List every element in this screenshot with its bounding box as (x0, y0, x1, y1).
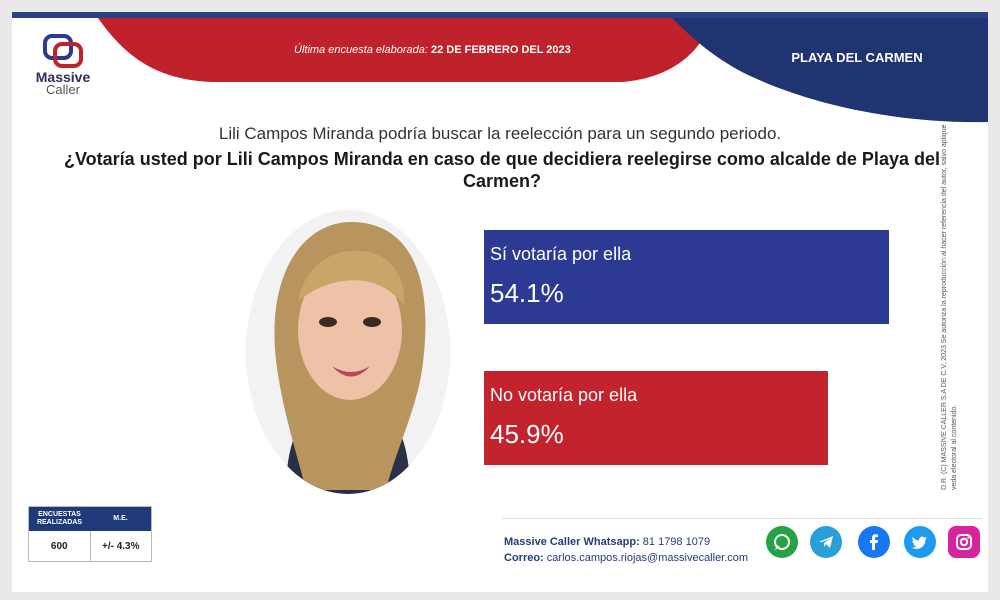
instagram-icon[interactable] (948, 526, 980, 558)
email-label: Correo: (504, 552, 544, 564)
email-line: Correo: carlos.campos.riojas@massivecall… (504, 550, 748, 566)
bar-si-value: 54.1% (490, 278, 564, 308)
stats-value-row: 600 +/- 4.3% (29, 531, 151, 561)
logo-text: Massive (35, 69, 91, 85)
top-strip (12, 12, 988, 18)
location-title: PLAYA DEL CARMEN (791, 50, 923, 65)
stats-surveys-value: 600 (29, 531, 91, 561)
contact-info: Massive Caller Whatsapp: 81 1798 1079 Co… (504, 534, 748, 566)
logo-subtext: Caller (46, 82, 80, 97)
portrait-image (246, 210, 450, 494)
stats-header-surveys: ENCUESTAS REALIZADAS (36, 511, 83, 526)
bar-no-value: 45.9% (490, 419, 564, 449)
email-address[interactable]: carlos.campos.riojas@massivecaller.com (546, 552, 749, 564)
bar-no-label: No votaría por ella (490, 385, 638, 405)
bar-si-votaria: Sí votaría por ella 54.1% (484, 230, 889, 324)
header-banner (98, 18, 988, 123)
question-intro: Lili Campos Miranda podría buscar la ree… (218, 124, 782, 143)
poll-slide: Massive Caller Última encuesta elaborada… (12, 12, 988, 592)
bar-no-votaria: No votaría por ella 45.9% (484, 371, 828, 465)
twitter-icon[interactable] (904, 526, 936, 558)
stats-margin-value: +/- 4.3% (101, 540, 140, 552)
copyright-note: D.R. (C) MASSIVE CALLER S.A DE C.V, 2023… (941, 124, 958, 490)
whatsapp-number[interactable]: 81 1798 1079 (642, 536, 711, 548)
survey-stats-table: ENCUESTAS REALIZADAS M.E. 600 +/- 4.3% (28, 506, 152, 562)
whatsapp-label: Massive Caller Whatsapp: (504, 536, 640, 548)
bar-si-label: Sí votaría por ella (490, 244, 632, 264)
whatsapp-icon[interactable] (766, 526, 798, 558)
stats-header-margin: M.E. (113, 515, 128, 522)
candidate-portrait (246, 210, 450, 494)
whatsapp-line: Massive Caller Whatsapp: 81 1798 1079 (504, 534, 748, 550)
facebook-icon[interactable] (858, 526, 890, 558)
massive-caller-logo: Massive Caller (28, 34, 98, 96)
survey-date-label: Última encuesta elaborada: (294, 44, 428, 56)
logo-icon (43, 34, 83, 68)
stats-header-row: ENCUESTAS REALIZADAS M.E. (29, 507, 151, 531)
footer-divider (502, 518, 982, 519)
telegram-icon[interactable] (810, 526, 842, 558)
survey-date: Última encuesta elaborada: 22 DE FEBRERO… (294, 44, 571, 56)
survey-date-value: 22 DE FEBRERO DEL 2023 (430, 44, 571, 56)
question-main: ¿Votaría usted por Lili Campos Miranda e… (64, 149, 940, 191)
